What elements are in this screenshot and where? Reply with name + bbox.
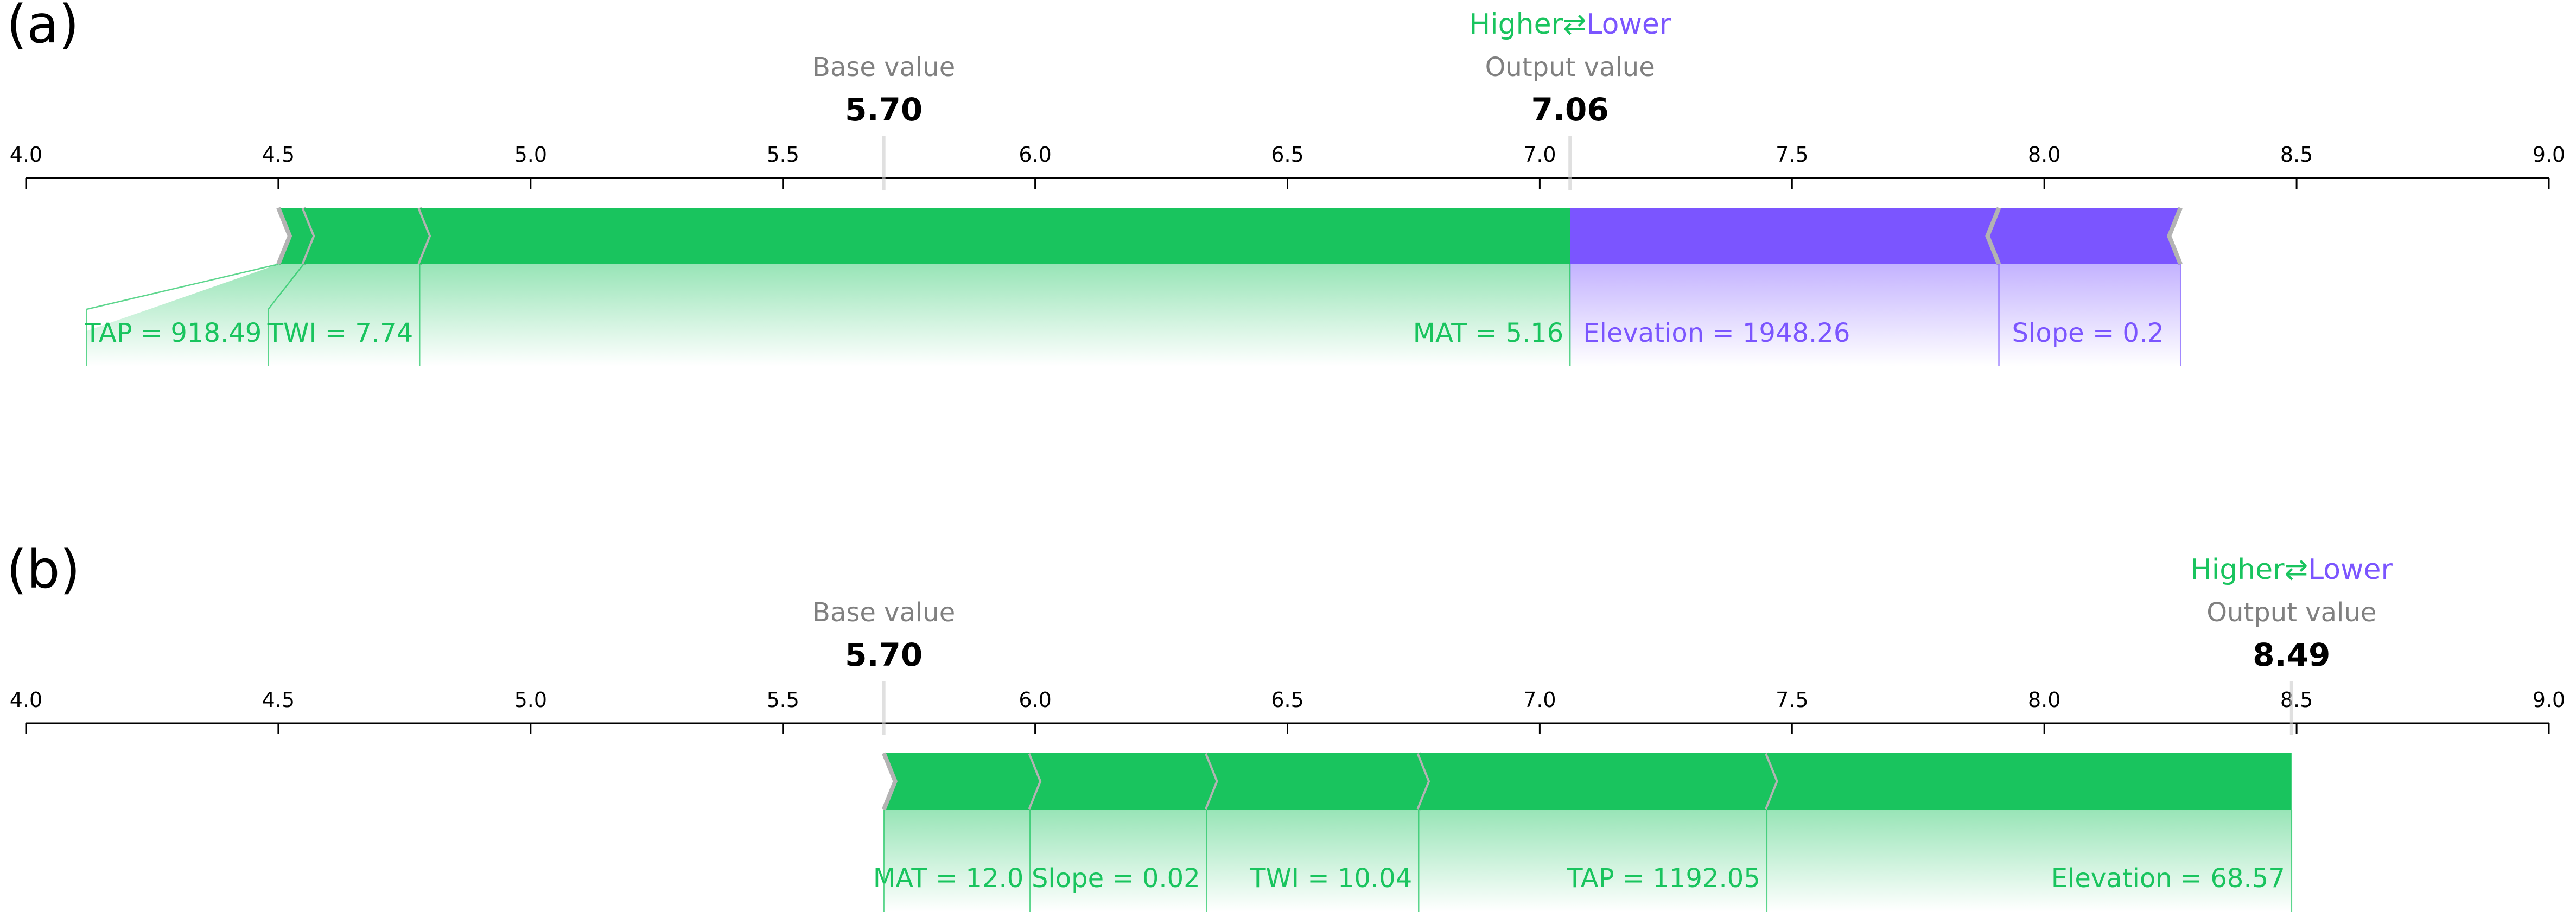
x-tick-label: 4.5: [262, 688, 295, 712]
negative-force-segment: [1987, 208, 2181, 264]
positive-feature-label: TWI = 7.74: [267, 318, 414, 348]
label-connector: [86, 263, 279, 366]
positive-feature-label: Slope = 0.02: [1032, 863, 1200, 894]
segment-separator: [2166, 207, 2183, 265]
positive-label-shading: [86, 264, 1570, 366]
negative-force-segment: [1570, 208, 1999, 264]
x-tick-label: 6.5: [1271, 688, 1303, 712]
x-tick-label: 5.5: [766, 143, 799, 167]
positive-feature-label: TAP = 1192.05: [1566, 863, 1760, 894]
x-tick-label: 6.0: [1019, 688, 1051, 712]
legend-arrow-icon: ⇄: [2285, 553, 2308, 586]
x-tick-label: 7.0: [1523, 688, 1556, 712]
output-value-label: Output value: [1485, 52, 1655, 82]
negative-feature-label: Slope = 0.2: [2012, 318, 2164, 348]
panel-label: (b): [7, 539, 80, 600]
segment-separator: [1985, 207, 2001, 265]
x-tick-label: 4.0: [10, 143, 42, 167]
output-value-number: 8.49: [2253, 636, 2330, 673]
legend-lower: Lower: [2308, 553, 2393, 586]
base-value-label: Base value: [812, 52, 955, 82]
x-tick-label: 7.0: [1523, 143, 1556, 167]
positive-feature-label: TAP = 918.49: [84, 318, 262, 348]
segment-separator: [881, 752, 898, 811]
positive-force-segment: [1030, 753, 1218, 810]
positive-force-segment: [883, 753, 1042, 810]
positive-force-segment: [1766, 753, 2292, 810]
positive-force-segment: [1206, 753, 1430, 810]
positive-force-segment: [419, 208, 1570, 264]
x-tick-label: 8.0: [2028, 688, 2060, 712]
legend-higher: Higher: [2191, 553, 2285, 586]
positive-force-segment: [278, 208, 315, 264]
output-value-number: 7.06: [1531, 91, 1609, 128]
panel-label: (a): [7, 0, 79, 55]
x-tick-label: 7.5: [1776, 143, 1808, 167]
segment-separator: [276, 207, 292, 265]
x-tick-label: 5.0: [514, 143, 547, 167]
base-value-label: Base value: [812, 597, 955, 628]
higher-lower-legend: Higher⇄Lower: [1469, 8, 1671, 41]
base-value-number: 5.70: [845, 636, 923, 673]
x-tick-label: 5.0: [514, 688, 547, 712]
positive-label-shading: [883, 810, 2292, 912]
force-plot-panel-b: (b) 4.0 4.5 5.0 5.5 6.0 6.5 7.0 7.5 8.0 8.5 9.0 Base…: [7, 539, 2565, 912]
x-tick-label: 4.5: [262, 143, 295, 167]
positive-force-segment: [1419, 753, 1778, 810]
x-tick-label: 4.0: [10, 688, 42, 712]
x-tick-label: 6.0: [1019, 143, 1051, 167]
x-tick-label: 9.0: [2533, 688, 2565, 712]
positive-feature-label: MAT = 12.0: [873, 863, 1023, 894]
legend-higher: Higher: [1469, 8, 1563, 41]
higher-lower-legend: Higher⇄Lower: [2191, 553, 2393, 586]
legend-arrow-icon: ⇄: [1563, 8, 1587, 41]
positive-feature-label: MAT = 5.16: [1413, 318, 1563, 348]
label-connector: [268, 264, 304, 366]
x-tick-label: 8.5: [2280, 143, 2313, 167]
x-tick-label: 9.0: [2533, 143, 2565, 167]
negative-label-shading: [1570, 264, 2181, 366]
positive-feature-label: Elevation = 68.57: [2051, 863, 2285, 894]
x-tick-label: 5.5: [766, 688, 799, 712]
x-tick-label: 6.5: [1271, 143, 1303, 167]
positive-force-segment: [303, 208, 431, 264]
x-tick-label: 7.5: [1776, 688, 1808, 712]
force-plot-panel-a: (a) 4.0 4.5 5.0 5.5 6.0 6.5 7.0 7.5 8.0 8.5 9.0 Base…: [7, 0, 2565, 366]
output-value-label: Output value: [2206, 597, 2376, 628]
positive-feature-label: TWI = 10.04: [1249, 863, 1412, 894]
base-value-number: 5.70: [845, 91, 923, 128]
negative-feature-label: Elevation = 1948.26: [1583, 318, 1850, 348]
x-tick-label: 8.5: [2280, 688, 2313, 712]
x-tick-label: 8.0: [2028, 143, 2060, 167]
legend-lower: Lower: [1587, 8, 1671, 41]
